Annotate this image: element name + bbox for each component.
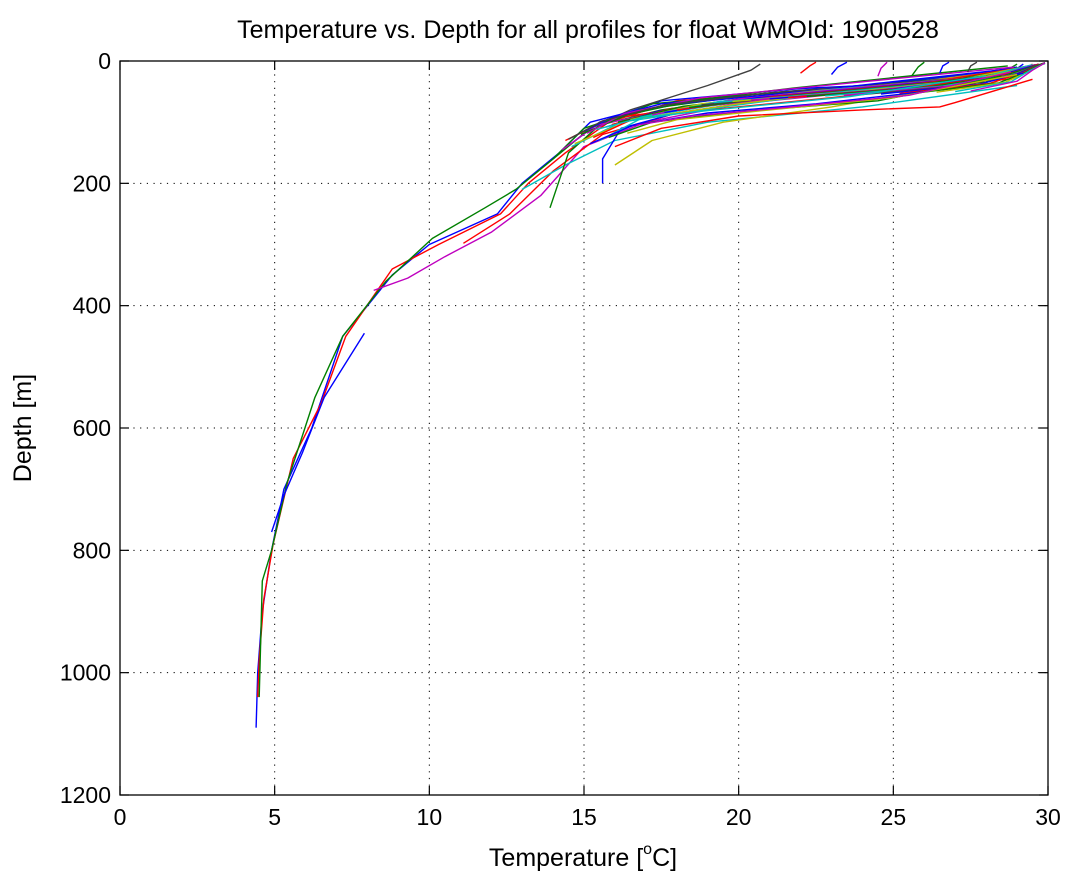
- y-tick-label: 0: [98, 48, 111, 74]
- x-axis-label-sup: o: [643, 841, 652, 858]
- x-tick-label: 5: [268, 804, 281, 830]
- profile-line: [586, 66, 1015, 134]
- y-tick-label: 1000: [60, 660, 111, 686]
- x-tick-label: 25: [881, 804, 907, 830]
- data-series: [255, 61, 1046, 728]
- profile-line: [270, 332, 365, 533]
- y-tick-label: 400: [73, 293, 111, 319]
- x-tick-label: 0: [114, 804, 127, 830]
- chart-title: Temperature vs. Depth for all profiles f…: [237, 16, 939, 44]
- x-tick-label: 15: [571, 804, 597, 830]
- x-tick-label: 30: [1035, 804, 1061, 830]
- x-tick-label: 20: [726, 804, 752, 830]
- profile-line: [911, 61, 925, 77]
- profile-line: [636, 71, 1012, 126]
- y-axis-label: Depth [m]: [9, 374, 37, 482]
- y-tick-label: 800: [73, 537, 111, 563]
- x-axis-label-before: Temperature [: [489, 844, 643, 872]
- profile-line: [614, 78, 1033, 148]
- profile-line: [830, 61, 848, 75]
- y-tick-label: 1200: [60, 782, 111, 808]
- grid-lines: [120, 61, 1048, 795]
- y-tick-label: 600: [73, 415, 111, 441]
- profile-line: [596, 75, 987, 131]
- y-tick-label: 200: [73, 170, 111, 196]
- plot-frame: [119, 60, 1049, 796]
- profile-line: [877, 61, 888, 77]
- profile-line: [800, 61, 817, 74]
- profile-line: [970, 62, 1046, 92]
- profile-line: [521, 84, 1018, 191]
- x-axis-label-after: C]: [652, 844, 677, 872]
- tick-labels: 0 5 10 15 20 25 30 0 200 400 600 800 1000 1200: [60, 48, 1061, 830]
- x-tick-label: 10: [417, 804, 443, 830]
- profile-line: [939, 61, 950, 74]
- profile-line: [966, 61, 978, 73]
- x-axis-label: Temperature [oC]: [489, 841, 677, 872]
